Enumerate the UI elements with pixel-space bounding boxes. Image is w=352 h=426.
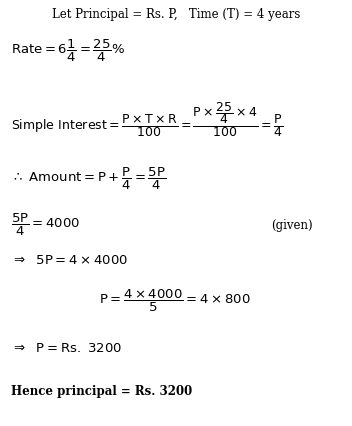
Text: $\mathrm{P = \dfrac{4\times 4000}{5} = 4 \times 800}$: $\mathrm{P = \dfrac{4\times 4000}{5} = 4… bbox=[99, 287, 250, 314]
Text: $\mathrm{\Rightarrow\ \ P = Rs.\ 3200}$: $\mathrm{\Rightarrow\ \ P = Rs.\ 3200}$ bbox=[11, 341, 122, 354]
Text: $\mathrm{\Rightarrow\ \ 5P = 4 \times 4000}$: $\mathrm{\Rightarrow\ \ 5P = 4 \times 40… bbox=[11, 253, 127, 266]
Text: Let Principal = Rs. P,   Time (T) = 4 years: Let Principal = Rs. P, Time (T) = 4 year… bbox=[52, 9, 300, 21]
Text: $\mathrm{\dfrac{5P}{4} = 4000}$: $\mathrm{\dfrac{5P}{4} = 4000}$ bbox=[11, 211, 80, 238]
Text: Hence principal = Rs. 3200: Hence principal = Rs. 3200 bbox=[11, 385, 192, 397]
Text: $\mathrm{Simple\ Interest = \dfrac{P \times T \times R}{100} = \dfrac{P\times\df: $\mathrm{Simple\ Interest = \dfrac{P \ti… bbox=[11, 100, 283, 138]
Text: $\mathrm{\therefore\ Amount = P + \dfrac{P}{4} = \dfrac{5P}{4}}$: $\mathrm{\therefore\ Amount = P + \dfrac… bbox=[11, 166, 166, 192]
Text: $\mathrm{Rate = 6\dfrac{1}{4} = \dfrac{25}{4}\%}$: $\mathrm{Rate = 6\dfrac{1}{4} = \dfrac{2… bbox=[11, 38, 125, 64]
Text: (given): (given) bbox=[271, 218, 313, 231]
